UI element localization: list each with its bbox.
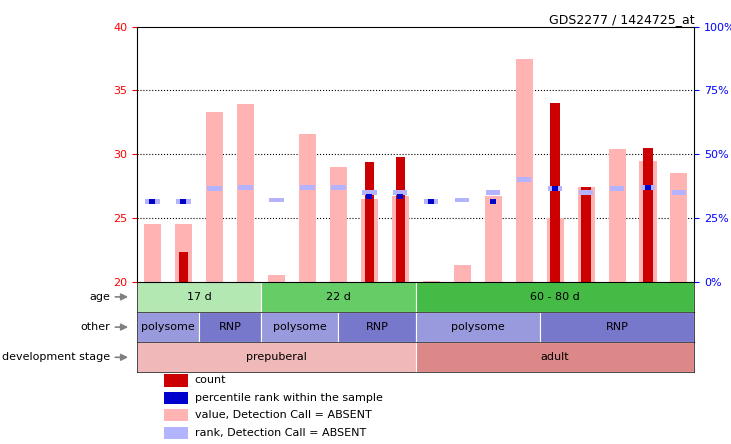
Bar (269, 198, 284, 202)
Bar (428, 199, 434, 204)
Bar (338, 312, 416, 342)
Text: 17 d: 17 d (186, 292, 211, 302)
Bar (608, 149, 626, 282)
Bar (548, 186, 562, 191)
Bar (643, 148, 653, 282)
Bar (579, 190, 594, 195)
Bar (331, 185, 346, 190)
Bar (416, 312, 539, 342)
Bar (299, 134, 316, 282)
Bar (261, 282, 416, 312)
Text: development stage: development stage (2, 352, 110, 362)
Bar (137, 312, 199, 342)
Bar (485, 196, 501, 282)
Bar (137, 282, 261, 312)
Bar (416, 342, 694, 373)
Text: 22 d: 22 d (326, 292, 351, 302)
Bar (137, 342, 416, 373)
Bar (330, 167, 346, 282)
Text: polysome: polysome (141, 322, 195, 332)
Bar (640, 161, 656, 282)
Bar (268, 275, 285, 282)
Bar (144, 224, 161, 282)
Bar (164, 392, 188, 404)
Bar (360, 199, 378, 282)
Text: RNP: RNP (605, 322, 629, 332)
Bar (552, 186, 558, 191)
Bar (424, 199, 439, 204)
Bar (610, 186, 624, 191)
Bar (199, 312, 261, 342)
Bar (145, 199, 159, 204)
Bar (547, 218, 564, 282)
Bar (641, 185, 655, 190)
Bar (237, 104, 254, 282)
Text: value, Detection Call = ABSENT: value, Detection Call = ABSENT (194, 410, 371, 420)
Bar (454, 265, 471, 282)
Bar (539, 312, 694, 342)
Bar (670, 173, 687, 282)
Text: count: count (194, 376, 227, 385)
Bar (486, 190, 501, 195)
Bar (261, 312, 338, 342)
Bar (645, 185, 651, 190)
Bar (393, 190, 407, 195)
Bar (238, 185, 253, 190)
Bar (164, 409, 188, 421)
Text: GDS2277 / 1424725_at: GDS2277 / 1424725_at (549, 13, 694, 26)
Bar (150, 199, 156, 204)
Bar (365, 162, 374, 282)
Bar (181, 199, 186, 204)
Bar (362, 190, 376, 195)
Bar (206, 112, 223, 282)
Bar (207, 186, 221, 191)
Bar (491, 199, 496, 204)
Bar (423, 281, 440, 282)
Text: polysome: polysome (273, 322, 327, 332)
Bar (581, 187, 591, 282)
Text: other: other (80, 322, 110, 332)
Bar (577, 187, 594, 282)
Bar (455, 198, 469, 202)
Bar (176, 199, 191, 204)
Bar (175, 224, 192, 282)
Text: polysome: polysome (451, 322, 504, 332)
Text: age: age (89, 292, 110, 302)
Bar (550, 103, 560, 282)
Text: percentile rank within the sample: percentile rank within the sample (194, 393, 382, 403)
Bar (395, 157, 405, 282)
Bar (392, 196, 409, 282)
Text: 60 - 80 d: 60 - 80 d (530, 292, 580, 302)
Text: RNP: RNP (366, 322, 388, 332)
Text: rank, Detection Call = ABSENT: rank, Detection Call = ABSENT (194, 428, 366, 438)
Bar (672, 190, 686, 195)
Bar (179, 253, 188, 282)
Bar (366, 194, 372, 198)
Bar (164, 427, 188, 439)
Text: prepuberal: prepuberal (246, 352, 307, 362)
Text: RNP: RNP (219, 322, 241, 332)
Bar (515, 59, 533, 282)
Bar (517, 178, 531, 182)
Bar (416, 282, 694, 312)
Text: adult: adult (541, 352, 569, 362)
Bar (300, 185, 314, 190)
Bar (164, 374, 188, 387)
Bar (397, 194, 404, 198)
